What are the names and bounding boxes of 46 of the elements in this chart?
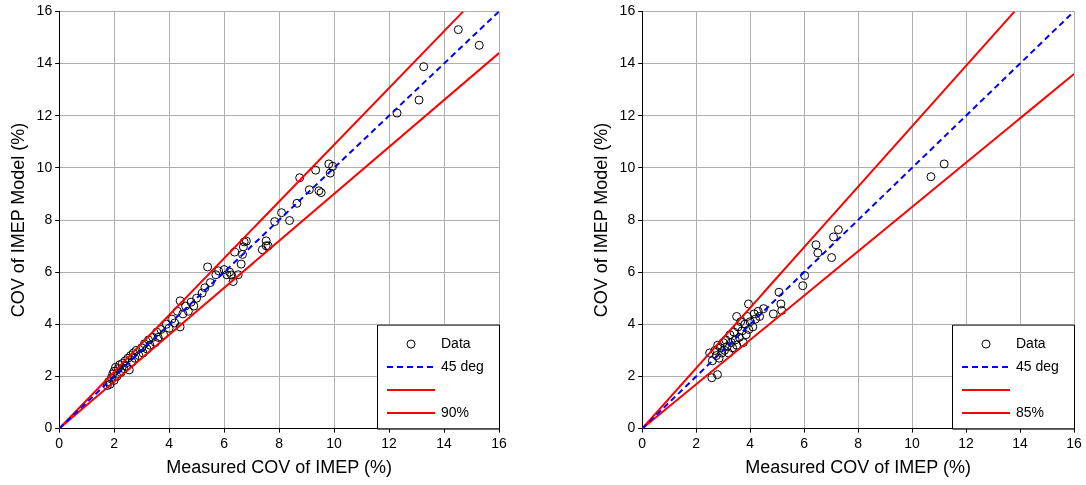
y-tick-label: 2 xyxy=(44,367,53,384)
x-tick-label: 6 xyxy=(220,434,229,451)
legend-label: Data xyxy=(1016,334,1046,351)
y-tick-label: 6 xyxy=(627,263,636,280)
y-tick-label: 14 xyxy=(619,54,636,71)
x-tick-label: 16 xyxy=(491,434,507,451)
y-tick-label: 10 xyxy=(619,158,636,175)
y-axis-title: COV of IMEP Model (%) xyxy=(7,122,28,318)
x-tick-label: 2 xyxy=(110,434,119,451)
x-tick-label: 4 xyxy=(165,434,174,451)
x-tick-label: 10 xyxy=(326,434,343,451)
x-tick-label: 12 xyxy=(958,434,975,451)
legend-label: 90% xyxy=(441,403,470,420)
x-tick-label: 6 xyxy=(800,434,809,451)
x-tick-label: 2 xyxy=(692,434,701,451)
legend-label: Data xyxy=(441,334,471,351)
y-tick-label: 12 xyxy=(36,106,53,123)
y-tick-label: 2 xyxy=(627,367,636,384)
legend-label: 45 deg xyxy=(1016,357,1059,374)
x-tick-label: 14 xyxy=(1012,434,1029,451)
x-tick-label: 8 xyxy=(854,434,863,451)
y-tick-label: 8 xyxy=(44,210,53,227)
x-axis-title: Measured COV of IMEP (%) xyxy=(745,457,971,478)
x-tick-label: 16 xyxy=(1066,434,1082,451)
legend-label: 85% xyxy=(1016,403,1045,420)
y-tick-label: 16 xyxy=(619,2,636,19)
x-tick-label: 8 xyxy=(275,434,284,451)
x-tick-label: 0 xyxy=(55,434,64,451)
y-tick-label: 0 xyxy=(627,419,636,436)
y-axis-title: COV of IMEP Model (%) xyxy=(590,122,611,318)
x-tick-label: 14 xyxy=(436,434,453,451)
x-tick-label: 12 xyxy=(381,434,398,451)
legend-label: 45 deg xyxy=(441,357,484,374)
x-axis-title: Measured COV of IMEP (%) xyxy=(166,457,392,478)
y-tick-label: 6 xyxy=(44,263,53,280)
y-tick-label: 16 xyxy=(36,2,53,19)
y-tick-label: 0 xyxy=(44,419,53,436)
y-tick-label: 8 xyxy=(627,210,636,227)
y-tick-label: 4 xyxy=(44,315,53,332)
y-tick-label: 4 xyxy=(627,315,636,332)
x-tick-label: 10 xyxy=(904,434,921,451)
y-tick-label: 14 xyxy=(36,54,53,71)
x-tick-label: 0 xyxy=(638,434,647,451)
y-tick-label: 12 xyxy=(619,106,636,123)
x-tick-label: 4 xyxy=(746,434,755,451)
y-tick-label: 10 xyxy=(36,158,53,175)
